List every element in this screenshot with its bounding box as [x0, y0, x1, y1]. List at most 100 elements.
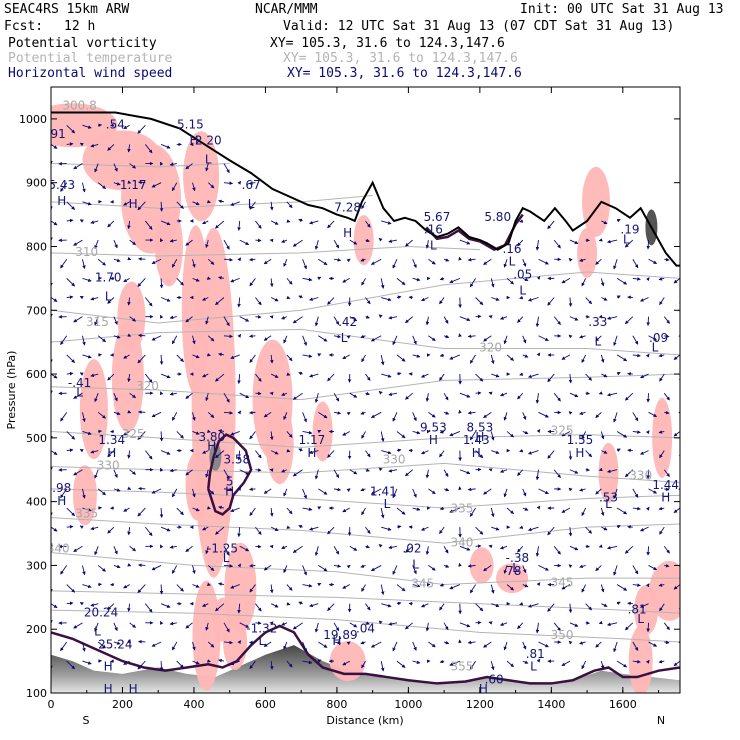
wind-arrow: [159, 431, 164, 442]
wind-arrow: [396, 372, 402, 376]
wind-arrow: [113, 335, 121, 339]
wind-arrow: [569, 545, 579, 551]
wind-arrow: [388, 315, 398, 320]
wind-arrow: [317, 429, 322, 434]
wind-arrow: [499, 545, 508, 550]
wind-arrow: [230, 277, 240, 283]
wind-arrow: [396, 448, 402, 453]
pv-loop-contour: [207, 433, 253, 516]
pv-extremum-label: .42: [338, 315, 357, 329]
wind-arrow: [223, 640, 234, 645]
wind-arrow: [421, 603, 429, 608]
wind-arrow: [469, 584, 476, 594]
wind-arrow: [598, 544, 603, 548]
pv-extremum-label: 8.53: [467, 420, 494, 434]
wind-arrow: [469, 660, 476, 670]
wind-arrow: [522, 641, 527, 650]
wind-arrow: [237, 333, 242, 338]
wind-arrow: [503, 565, 508, 574]
wind-arrow: [365, 238, 370, 243]
wind-arrow: [215, 526, 225, 535]
theta-isentrope: [51, 590, 680, 614]
wind-arrow: [412, 354, 421, 358]
wind-arrow: [585, 373, 593, 381]
wind-arrow: [237, 410, 242, 415]
wind-arrow: [361, 507, 366, 516]
wind-arrow: [218, 352, 225, 357]
wind-arrow: [82, 660, 92, 665]
wind-arrow: [292, 622, 303, 630]
wind-arrow: [370, 565, 382, 572]
wind-arrow: [66, 507, 76, 517]
wind-arrow: [538, 411, 549, 418]
pv-extremum-label: H: [57, 494, 66, 508]
wind-arrow: [185, 239, 193, 246]
wind-arrow: [66, 201, 76, 210]
wind-arrow: [467, 564, 476, 568]
wind-arrow: [318, 488, 328, 495]
wind-arrow: [349, 239, 358, 245]
wind-arrow: [632, 259, 639, 269]
wind-arrow: [645, 506, 650, 511]
wind-arrow: [318, 335, 328, 342]
wind-arrow: [270, 450, 279, 455]
wind-arrow: [365, 220, 371, 228]
wind-arrow: [333, 564, 342, 568]
wind-arrow: [361, 660, 366, 669]
wind-arrow: [286, 525, 291, 529]
pv-extremum-label: 1.55: [567, 433, 594, 447]
pv-extremum-label: L: [248, 197, 255, 211]
wind-arrow: [309, 373, 319, 378]
wind-arrow: [283, 641, 288, 650]
pv-shade-blob: [582, 166, 611, 237]
x-tick-label: 1200: [466, 698, 494, 711]
wind-arrow: [283, 488, 288, 497]
wind-arrow: [388, 622, 398, 626]
wind-arrow: [640, 603, 649, 608]
wind-arrow: [318, 565, 328, 572]
wind-arrow: [129, 163, 137, 169]
wind-arrow: [664, 487, 670, 491]
wind-arrow: [281, 469, 288, 473]
wind-arrow: [107, 373, 115, 381]
y-tick-label: 600: [26, 368, 47, 381]
wind-arrow: [483, 488, 492, 495]
wind-arrow: [97, 488, 106, 496]
theta-isentrope: [51, 373, 680, 401]
wind-arrow: [206, 276, 211, 280]
wind-arrow: [176, 431, 184, 439]
wind-arrow: [646, 240, 650, 250]
wind-arrow: [381, 220, 392, 225]
wind-arrow: [286, 431, 293, 438]
wind-arrow: [412, 565, 417, 575]
pv-extremum-label: 1.70: [95, 271, 122, 285]
wind-arrow: [378, 544, 383, 548]
wind-arrow: [601, 220, 608, 225]
wind-arrow: [137, 278, 146, 287]
pv-extremum-label: H: [343, 226, 352, 240]
x-tick-label: 0: [48, 698, 55, 711]
wind-arrow: [218, 582, 225, 586]
wind-arrow: [51, 335, 52, 337]
pv-extremum-label: .16: [502, 242, 521, 256]
wind-arrow: [137, 201, 146, 211]
wind-arrow: [263, 488, 272, 494]
x-end-label-north: N: [657, 714, 665, 727]
wind-arrow: [600, 431, 605, 440]
wind-arrow: [185, 622, 193, 629]
wind-arrow: [499, 622, 508, 626]
wind-arrow: [616, 295, 621, 299]
wind-arrow: [215, 603, 225, 612]
wind-arrow: [645, 353, 650, 358]
wind-arrow: [380, 661, 385, 672]
y-tick-label: 200: [26, 623, 47, 636]
wind-arrow: [616, 431, 628, 438]
wind-arrow: [475, 373, 484, 382]
wind-arrow: [51, 526, 58, 532]
pv-extremum-label: H: [472, 446, 481, 460]
wind-arrow: [568, 297, 573, 307]
wind-arrow: [342, 354, 350, 360]
wind-arrow: [309, 450, 319, 455]
wind-arrow: [333, 640, 342, 645]
y-tick-label: 900: [26, 177, 47, 190]
